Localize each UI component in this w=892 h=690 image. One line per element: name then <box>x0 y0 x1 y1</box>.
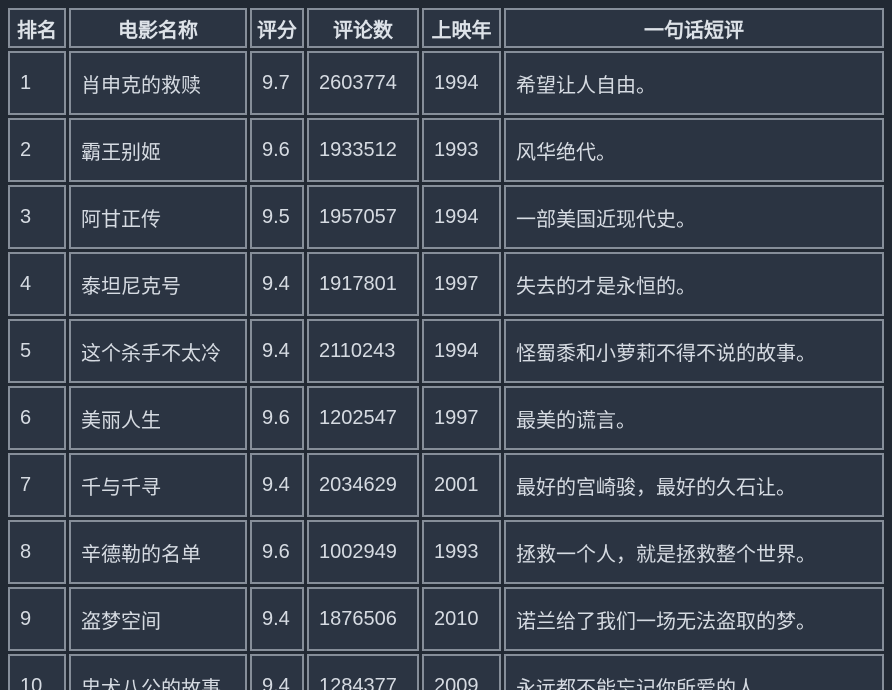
cell-title: 这个杀手不太冷 <box>69 319 247 383</box>
cell-rank: 6 <box>8 386 66 450</box>
cell-year: 2009 <box>422 654 501 690</box>
cell-rating: 9.7 <box>250 51 304 115</box>
cell-reviews: 2034629 <box>307 453 419 517</box>
table-header-row: 排名 电影名称 评分 评论数 上映年 一句话短评 <box>8 8 884 48</box>
table-row: 1 肖申克的救赎 9.7 2603774 1994 希望让人自由。 <box>8 51 884 115</box>
movies-table: 排名 电影名称 评分 评论数 上映年 一句话短评 1 肖申克的救赎 9.7 26… <box>5 5 887 690</box>
cell-rating: 9.5 <box>250 185 304 249</box>
table-row: 5 这个杀手不太冷 9.4 2110243 1994 怪蜀黍和小萝莉不得不说的故… <box>8 319 884 383</box>
cell-title: 忠犬八公的故事 <box>69 654 247 690</box>
cell-reviews: 1957057 <box>307 185 419 249</box>
cell-reviews: 2603774 <box>307 51 419 115</box>
cell-rating: 9.6 <box>250 118 304 182</box>
cell-rating: 9.4 <box>250 252 304 316</box>
cell-rating: 9.4 <box>250 319 304 383</box>
cell-title: 阿甘正传 <box>69 185 247 249</box>
table-row: 3 阿甘正传 9.5 1957057 1994 一部美国近现代史。 <box>8 185 884 249</box>
cell-year: 1993 <box>422 520 501 584</box>
cell-comment: 诺兰给了我们一场无法盗取的梦。 <box>504 587 884 651</box>
table-row: 7 千与千寻 9.4 2034629 2001 最好的宫崎骏，最好的久石让。 <box>8 453 884 517</box>
cell-title: 辛德勒的名单 <box>69 520 247 584</box>
table-row: 2 霸王别姬 9.6 1933512 1993 风华绝代。 <box>8 118 884 182</box>
cell-title: 美丽人生 <box>69 386 247 450</box>
cell-rating: 9.6 <box>250 386 304 450</box>
cell-title: 肖申克的救赎 <box>69 51 247 115</box>
cell-rank: 9 <box>8 587 66 651</box>
header-rating: 评分 <box>250 8 304 48</box>
cell-reviews: 1002949 <box>307 520 419 584</box>
table-row: 6 美丽人生 9.6 1202547 1997 最美的谎言。 <box>8 386 884 450</box>
cell-rank: 4 <box>8 252 66 316</box>
header-year: 上映年 <box>422 8 501 48</box>
cell-rank: 1 <box>8 51 66 115</box>
table-row: 4 泰坦尼克号 9.4 1917801 1997 失去的才是永恒的。 <box>8 252 884 316</box>
cell-reviews: 2110243 <box>307 319 419 383</box>
cell-comment: 最好的宫崎骏，最好的久石让。 <box>504 453 884 517</box>
cell-year: 1994 <box>422 51 501 115</box>
cell-year: 1997 <box>422 252 501 316</box>
header-title: 电影名称 <box>69 8 247 48</box>
cell-year: 1994 <box>422 319 501 383</box>
cell-comment: 一部美国近现代史。 <box>504 185 884 249</box>
cell-comment: 失去的才是永恒的。 <box>504 252 884 316</box>
table-row: 10 忠犬八公的故事 9.4 1284377 2009 永远都不能忘记你所爱的人… <box>8 654 884 690</box>
cell-reviews: 1917801 <box>307 252 419 316</box>
cell-comment: 永远都不能忘记你所爱的人。 <box>504 654 884 690</box>
cell-rank: 3 <box>8 185 66 249</box>
cell-title: 盗梦空间 <box>69 587 247 651</box>
cell-year: 1993 <box>422 118 501 182</box>
cell-comment: 怪蜀黍和小萝莉不得不说的故事。 <box>504 319 884 383</box>
cell-rank: 7 <box>8 453 66 517</box>
cell-reviews: 1876506 <box>307 587 419 651</box>
cell-reviews: 1202547 <box>307 386 419 450</box>
header-rank: 排名 <box>8 8 66 48</box>
cell-comment: 希望让人自由。 <box>504 51 884 115</box>
cell-title: 泰坦尼克号 <box>69 252 247 316</box>
cell-comment: 最美的谎言。 <box>504 386 884 450</box>
cell-title: 霸王别姬 <box>69 118 247 182</box>
cell-comment: 拯救一个人，就是拯救整个世界。 <box>504 520 884 584</box>
cell-year: 1997 <box>422 386 501 450</box>
cell-rank: 10 <box>8 654 66 690</box>
cell-rank: 5 <box>8 319 66 383</box>
cell-reviews: 1284377 <box>307 654 419 690</box>
cell-year: 2010 <box>422 587 501 651</box>
cell-year: 1994 <box>422 185 501 249</box>
cell-year: 2001 <box>422 453 501 517</box>
cell-comment: 风华绝代。 <box>504 118 884 182</box>
table-row: 8 辛德勒的名单 9.6 1002949 1993 拯救一个人，就是拯救整个世界… <box>8 520 884 584</box>
cell-rating: 9.6 <box>250 520 304 584</box>
cell-rating: 9.4 <box>250 453 304 517</box>
header-reviews: 评论数 <box>307 8 419 48</box>
cell-rating: 9.4 <box>250 654 304 690</box>
header-comment: 一句话短评 <box>504 8 884 48</box>
cell-reviews: 1933512 <box>307 118 419 182</box>
cell-rank: 2 <box>8 118 66 182</box>
cell-title: 千与千寻 <box>69 453 247 517</box>
cell-rank: 8 <box>8 520 66 584</box>
cell-rating: 9.4 <box>250 587 304 651</box>
table-row: 9 盗梦空间 9.4 1876506 2010 诺兰给了我们一场无法盗取的梦。 <box>8 587 884 651</box>
